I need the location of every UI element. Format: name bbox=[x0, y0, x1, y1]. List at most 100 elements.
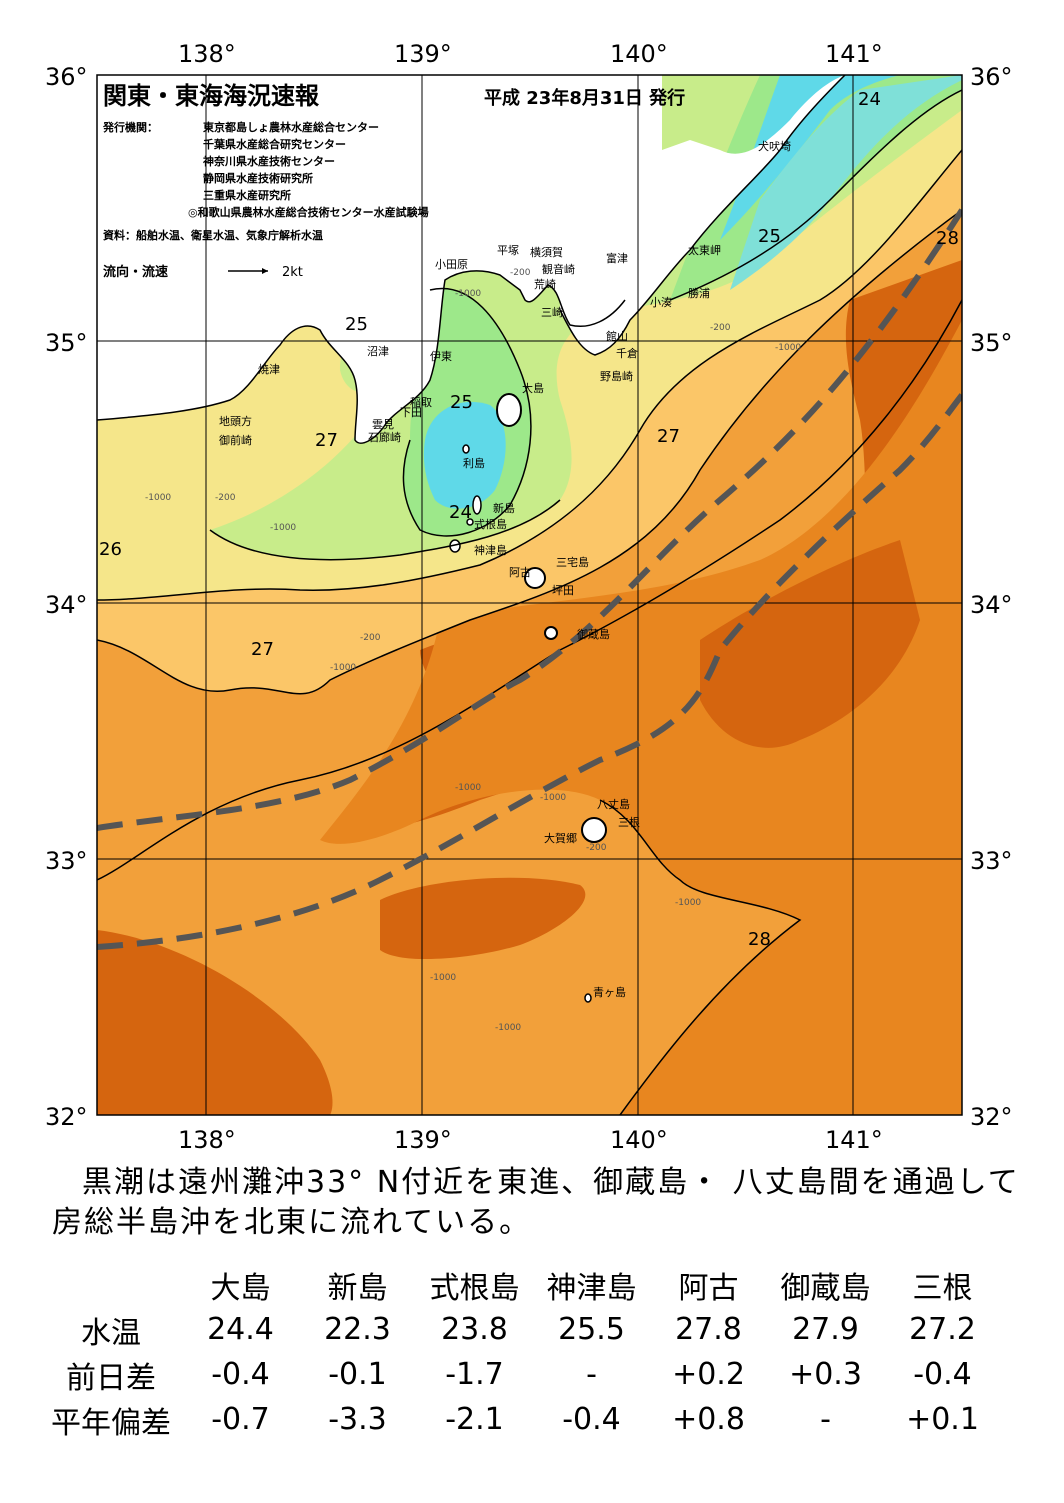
lat-label-right: 33° bbox=[970, 847, 1013, 875]
flow-scale-label: 2kt bbox=[282, 265, 303, 280]
depth-label: -200 bbox=[710, 323, 731, 333]
place-name: 利島 bbox=[463, 456, 485, 470]
place-name: 稲取 bbox=[410, 396, 432, 409]
table-cell: 27.8 bbox=[675, 1312, 742, 1347]
depth-label: -200 bbox=[510, 268, 531, 278]
publisher-2: 千葉県水産総合研究センター bbox=[203, 137, 346, 151]
place-name: 平塚 bbox=[497, 244, 519, 257]
isotherm-label: 28 bbox=[748, 929, 771, 950]
column-header: 御蔵島 bbox=[780, 1270, 871, 1306]
water-29-c bbox=[700, 540, 920, 748]
place-name: 阿古 bbox=[509, 566, 531, 579]
column-header: 三根 bbox=[912, 1270, 973, 1306]
table-row: 平年偏差 -0.7 -3.3 -2.1 -0.4 +0.8 - +0.1 bbox=[40, 1397, 1001, 1442]
table-cell: 22.3 bbox=[324, 1312, 391, 1347]
place-name: 大島 bbox=[522, 381, 544, 395]
island-toshima bbox=[462, 444, 470, 454]
land-honshu bbox=[97, 75, 662, 444]
depth-label: -1000 bbox=[455, 289, 481, 299]
place-name: 三根 bbox=[618, 815, 640, 829]
isotherm-label: 24 bbox=[449, 502, 472, 523]
table-cell: -3.3 bbox=[328, 1402, 387, 1437]
summary-line-1: 黒潮は遠州灘沖33° N付近を東進、御蔵島・ 八丈島間を通過して bbox=[82, 1165, 1020, 1200]
isotherm-label: 25 bbox=[450, 392, 473, 413]
publisher-4: 静岡県水産技術研究所 bbox=[203, 171, 313, 185]
place-name: 大賀郷 bbox=[544, 831, 577, 845]
table-cell: +0.8 bbox=[672, 1402, 745, 1437]
place-name: 伊東 bbox=[430, 350, 452, 363]
map-body: 24 25 25 25 27 27 24 26 27 28 28 -1000 -… bbox=[97, 75, 962, 1115]
place-name: 御蔵島 bbox=[577, 627, 610, 641]
depth-label: -200 bbox=[360, 633, 381, 643]
sst-table: 大島 新島 式根島 神津島 阿古 御蔵島 三根 水温 24.4 22.3 23.… bbox=[40, 1262, 1001, 1442]
map-title: 関東・東海海況速報 bbox=[103, 82, 320, 110]
island-aogashima bbox=[584, 993, 592, 1003]
place-name: 横須賀 bbox=[530, 245, 563, 259]
place-name: 八丈島 bbox=[597, 797, 630, 811]
publisher-5: 三重県水産研究所 bbox=[203, 188, 291, 202]
island-hachijojima bbox=[581, 817, 607, 843]
summary-line-2: 房総半島沖を北東に流れている。 bbox=[52, 1205, 532, 1240]
summary-text: 黒潮は遠州灘沖33° N付近を東進、御蔵島・ 八丈島間を通過して 房総半島沖を北… bbox=[52, 1163, 1032, 1243]
table-cell: 23.8 bbox=[441, 1312, 508, 1347]
depth-label: -1000 bbox=[540, 793, 566, 803]
column-header: 式根島 bbox=[429, 1270, 520, 1306]
place-name: 雲見 bbox=[372, 418, 394, 431]
lat-label-right: 32° bbox=[970, 1103, 1013, 1131]
place-name: 神津島 bbox=[474, 543, 507, 557]
table-cell: +0.3 bbox=[789, 1357, 862, 1392]
row-label: 前日差 bbox=[66, 1360, 156, 1396]
table-cell: -0.4 bbox=[562, 1402, 621, 1437]
lon-label-top: 140° bbox=[610, 40, 668, 68]
coastline bbox=[97, 270, 626, 444]
table-cell: 27.9 bbox=[792, 1312, 859, 1347]
place-name: 三宅島 bbox=[556, 555, 589, 569]
place-name: 荒崎 bbox=[534, 277, 556, 291]
land-boso bbox=[560, 75, 962, 355]
depth-label: -1000 bbox=[145, 493, 171, 503]
isotherm-label: 28 bbox=[936, 228, 959, 249]
place-name: 小田原 bbox=[435, 258, 468, 271]
kuroshio-path bbox=[97, 208, 962, 950]
place-name: 三崎 bbox=[541, 305, 563, 319]
table-header-row: 大島 新島 式根島 神津島 阿古 御蔵島 三根 bbox=[40, 1262, 1001, 1307]
isotherm-label: 25 bbox=[758, 226, 781, 247]
table-cell: -0.4 bbox=[211, 1357, 270, 1392]
lat-label-left: 32° bbox=[45, 1103, 88, 1131]
column-header: 大島 bbox=[210, 1270, 271, 1306]
place-name: 野島崎 bbox=[600, 369, 633, 383]
table-cell: 25.5 bbox=[558, 1312, 625, 1347]
lat-label-left: 34° bbox=[45, 591, 88, 619]
water-29-mid bbox=[380, 877, 586, 960]
place-name: 館山 bbox=[606, 329, 628, 343]
lon-label-top: 139° bbox=[394, 40, 452, 68]
table-cell: -0.1 bbox=[328, 1357, 387, 1392]
place-name: 小湊 bbox=[650, 295, 672, 309]
depth-label: -1000 bbox=[675, 898, 701, 908]
lat-label-left: 36° bbox=[45, 63, 88, 91]
table-cell: 27.2 bbox=[909, 1312, 976, 1347]
table-cell: 24.4 bbox=[207, 1312, 274, 1347]
isotherm-label-group: 24 25 25 25 27 27 24 26 27 28 28 bbox=[99, 89, 959, 950]
table-row: 前日差 -0.4 -0.1 -1.7 - +0.2 +0.3 -0.4 bbox=[40, 1352, 1001, 1397]
island-shikinejima bbox=[466, 518, 474, 526]
table-row: 水温 24.4 22.3 23.8 25.5 27.8 27.9 27.2 bbox=[40, 1307, 1001, 1352]
water-285 bbox=[320, 320, 962, 1115]
lon-label-bottom: 139° bbox=[394, 1126, 452, 1154]
lon-label-bottom: 141° bbox=[825, 1126, 883, 1154]
place-name: 太東岬 bbox=[688, 244, 721, 257]
depth-label: -1000 bbox=[430, 973, 456, 983]
depth-label: -1000 bbox=[330, 663, 356, 673]
place-name: 御前崎 bbox=[219, 433, 252, 447]
table-cell: -1.7 bbox=[445, 1357, 504, 1392]
map-header: 関東・東海海況速報 平成 23年8月31日 発行 発行機関： 東京都島しょ農林水… bbox=[102, 82, 685, 280]
flow-scale-arrowhead bbox=[262, 268, 268, 274]
place-name: 犬吠埼 bbox=[758, 139, 791, 153]
table-cell: - bbox=[820, 1402, 831, 1437]
data-source: 資料：船舶水温、衛星水温、気象庁解析水温 bbox=[103, 228, 323, 242]
lon-label-top: 138° bbox=[178, 40, 236, 68]
isotherm-label: 27 bbox=[657, 426, 680, 447]
sst-map: 24 25 25 25 27 27 24 26 27 28 28 -1000 -… bbox=[45, 40, 1013, 1154]
isotherm-label: 27 bbox=[315, 430, 338, 451]
island-oshima bbox=[496, 393, 522, 427]
